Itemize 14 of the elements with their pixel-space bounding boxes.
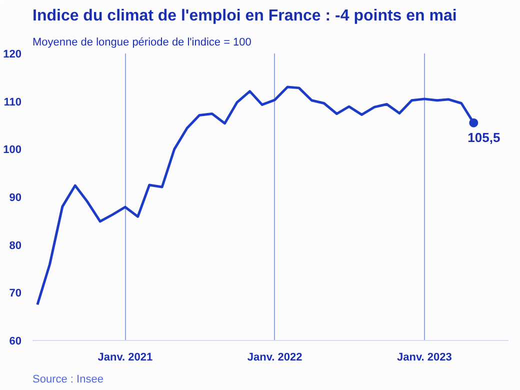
annotation: 105,5 — [468, 130, 500, 145]
source-note: Source : Insee — [32, 374, 104, 386]
x-tick-label: Janv. 2023 — [397, 352, 452, 364]
y-tick-label: 110 — [4, 96, 22, 108]
y-tick-label: 120 — [3, 48, 22, 60]
chart-subtitle: Moyenne de longue période de l'indice = 100 — [32, 36, 252, 48]
y-tick-label: 70 — [9, 288, 22, 300]
x-tick-label: Janv. 2021 — [98, 352, 153, 364]
x-tick-label: Janv. 2022 — [247, 352, 302, 364]
y-tick-label: 100 — [3, 144, 22, 156]
y-tick-label: 90 — [9, 192, 22, 204]
y-tick-label: 60 — [9, 336, 22, 348]
y-tick-label: 80 — [9, 240, 22, 252]
chart-title: Indice du climat de l'emploi en France : -4 points en mai — [32, 8, 457, 24]
